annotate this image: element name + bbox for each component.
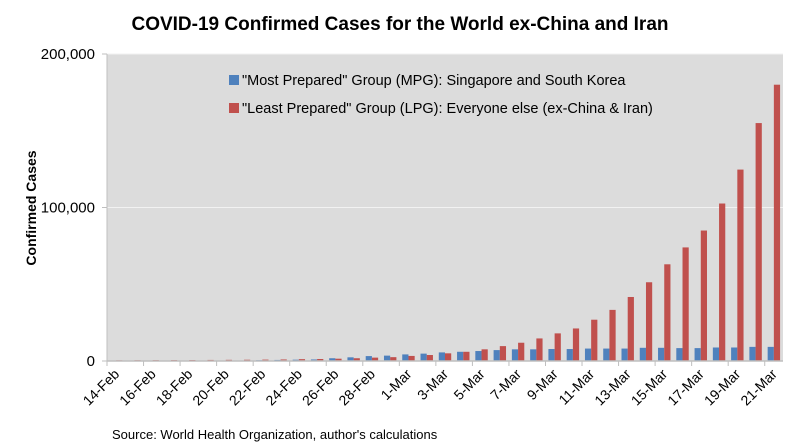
y-tick-label: 100,000 <box>41 200 95 217</box>
x-tick-label: 3-Mar <box>414 366 451 403</box>
bar-mpg <box>310 359 318 361</box>
x-tick-label: 24-Feb <box>262 366 305 409</box>
y-axis-label: Confirmed Cases <box>23 150 39 265</box>
bar-lpg <box>627 296 634 361</box>
bar-lpg <box>463 351 470 361</box>
bar-mpg <box>694 348 701 361</box>
bar-lpg <box>353 358 360 361</box>
x-tick-label: 18-Feb <box>153 366 196 409</box>
bar-lpg <box>682 247 689 361</box>
legend: "Most Prepared" Group (MPG): Singapore a… <box>229 73 653 117</box>
axes <box>102 53 783 366</box>
bar-mpg <box>548 349 555 361</box>
bar-mpg <box>420 353 427 361</box>
bar-mpg <box>457 351 464 361</box>
bar-mpg <box>712 347 720 361</box>
x-tick-label: 26-Feb <box>299 366 342 409</box>
bar-lpg <box>591 319 598 361</box>
x-tick-label: 1-Mar <box>377 366 414 403</box>
bar-lpg <box>371 357 379 361</box>
bar-lpg <box>572 328 580 361</box>
x-tick-label: 22-Feb <box>226 366 269 409</box>
bar-lpg <box>609 309 616 361</box>
x-tick-label: 5-Mar <box>450 366 487 403</box>
bar-lpg <box>390 357 397 361</box>
bar-mpg <box>639 347 646 361</box>
bar-lpg <box>499 346 507 361</box>
x-tick-label: 17-Mar <box>664 366 707 409</box>
gridlines <box>107 53 783 208</box>
x-tick-label: 11-Mar <box>555 366 597 408</box>
bar-mpg <box>475 351 482 361</box>
bar-mpg <box>621 348 628 361</box>
bar-lpg <box>536 338 543 361</box>
legend-swatch-lpg <box>229 103 239 113</box>
bar-mpg <box>530 349 537 361</box>
y-tick-labels: 0 100,000 200,000 <box>41 46 95 370</box>
bar-mpg <box>603 348 610 361</box>
bar-lpg <box>700 230 707 361</box>
bar-lpg <box>554 333 561 361</box>
x-tick-label: 19-Mar <box>701 366 744 409</box>
bar-lpg <box>408 355 415 361</box>
bar-mpg <box>731 347 738 361</box>
bar-mpg <box>383 355 391 361</box>
bar-lpg <box>317 359 324 361</box>
bar-lpg <box>645 282 653 361</box>
bar-lpg <box>445 353 452 361</box>
bar-lpg <box>719 203 726 361</box>
bar-mpg <box>676 348 683 361</box>
x-tick-label: 16-Feb <box>116 366 159 409</box>
bar-lpg <box>280 359 287 361</box>
y-tick-label: 200,000 <box>41 46 95 63</box>
chart-title: COVID-19 Confirmed Cases for the World e… <box>131 14 668 35</box>
x-tick-labels: 14-Feb16-Feb18-Feb20-Feb22-Feb24-Feb26-F… <box>80 366 781 409</box>
legend-swatch-mpg <box>229 75 239 85</box>
source-note: Source: World Health Organization, autho… <box>112 427 438 442</box>
y-tick-label: 0 <box>87 353 95 370</box>
x-tick-label: 13-Mar <box>591 366 634 409</box>
bar-lpg <box>518 342 525 361</box>
bar-mpg <box>493 350 500 361</box>
bar-mpg <box>566 349 573 361</box>
x-tick-label: 14-Feb <box>80 366 123 409</box>
bar-lpg <box>481 349 488 361</box>
x-tick-label: 15-Mar <box>628 366 671 409</box>
bar-mpg <box>584 348 592 361</box>
bar-mpg <box>511 349 519 361</box>
bars <box>109 84 781 362</box>
bar-mpg <box>438 352 445 361</box>
bar-mpg <box>347 357 354 361</box>
x-tick-label: 21-Mar <box>737 366 780 409</box>
x-tick-label: 7-Mar <box>487 366 524 403</box>
x-tick-label: 20-Feb <box>189 366 232 409</box>
bar-mpg <box>402 354 409 361</box>
bar-mpg <box>767 346 774 361</box>
bar-lpg <box>664 264 671 361</box>
bar-mpg <box>749 346 756 361</box>
legend-label-mpg: "Most Prepared" Group (MPG): Singapore a… <box>242 73 626 89</box>
bar-lpg <box>755 123 762 361</box>
bar-lpg <box>426 355 433 361</box>
bar-mpg <box>329 358 336 361</box>
bar-mpg <box>365 356 372 361</box>
bar-lpg <box>298 359 306 361</box>
legend-label-lpg: "Least Prepared" Group (LPG): Everyone e… <box>242 101 653 117</box>
bar-lpg <box>335 358 342 361</box>
x-tick-label: 28-Feb <box>335 366 378 409</box>
bar-lpg <box>737 169 744 361</box>
bar-mpg <box>658 347 665 361</box>
bar-lpg <box>773 84 781 361</box>
